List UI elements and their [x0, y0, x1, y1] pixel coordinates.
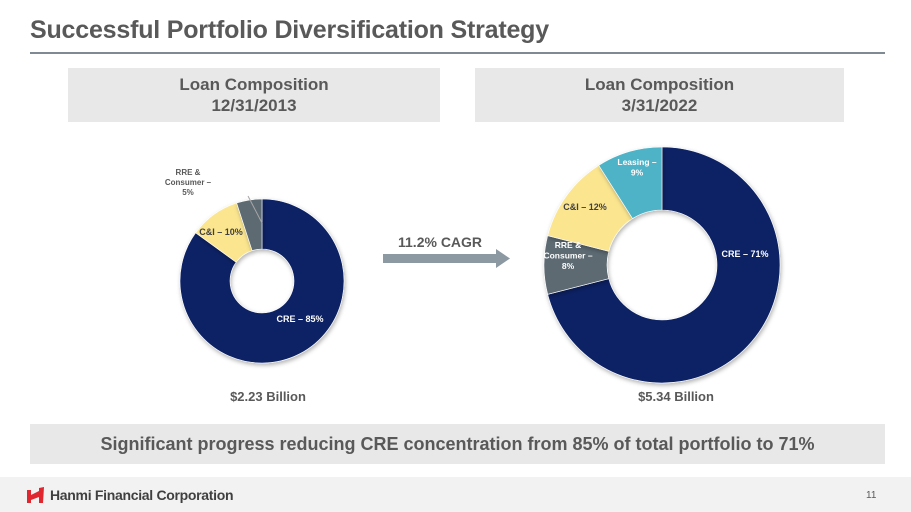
growth-arrow-icon	[383, 249, 510, 268]
label-candi: C&I – 10%	[199, 227, 243, 237]
right-total-value: $5.34 Billion	[638, 389, 714, 404]
slice-leasing	[598, 146, 663, 219]
left-panel-header: Loan Composition 12/31/2013	[68, 68, 440, 122]
slice-rre-and-consumer	[236, 198, 263, 251]
right-panel-header: Loan Composition 3/31/2022	[475, 68, 844, 122]
right-header-date: 3/31/2022	[621, 96, 698, 115]
hanmi-logo-icon	[27, 487, 44, 503]
label-cre: CRE – 85%	[276, 314, 323, 324]
footer-bar	[0, 477, 911, 512]
page-title: Successful Portfolio Diversification Str…	[30, 16, 549, 44]
donut-chart-2013: CRE – 85% C&I – 10% RRE & Consumer –5%	[165, 168, 345, 364]
label-rre-and-consumer: RRE & Consumer –8%	[543, 240, 592, 271]
left-total-value: $2.23 Billion	[230, 389, 306, 404]
slice-cre	[179, 198, 345, 364]
title-divider	[30, 52, 885, 54]
right-header-title: Loan Composition	[584, 75, 735, 94]
company-logo: Hanmi Financial Corporation	[26, 487, 234, 503]
label-candi: C&I – 12%	[563, 202, 607, 212]
slice-cre	[547, 146, 781, 384]
left-header-title: Loan Composition	[179, 75, 329, 94]
label-leasing: Leasing –9%	[617, 157, 656, 178]
label-cre: CRE – 71%	[721, 249, 768, 259]
company-name: Hanmi Financial Corporation	[50, 487, 234, 503]
label-rre-and-consumer: RRE & Consumer –5%	[165, 168, 212, 197]
rre-leader-line	[247, 195, 263, 224]
left-header-date: 12/31/2013	[211, 96, 297, 115]
donut-chart-2022: CRE – 71% RRE & Consumer –8% C&I – 12% Leasi…	[543, 146, 781, 384]
summary-banner: Significant progress reducing CRE concen…	[30, 424, 885, 464]
cagr-label: 11.2% CAGR	[398, 234, 483, 250]
page-number: 11	[866, 490, 877, 501]
